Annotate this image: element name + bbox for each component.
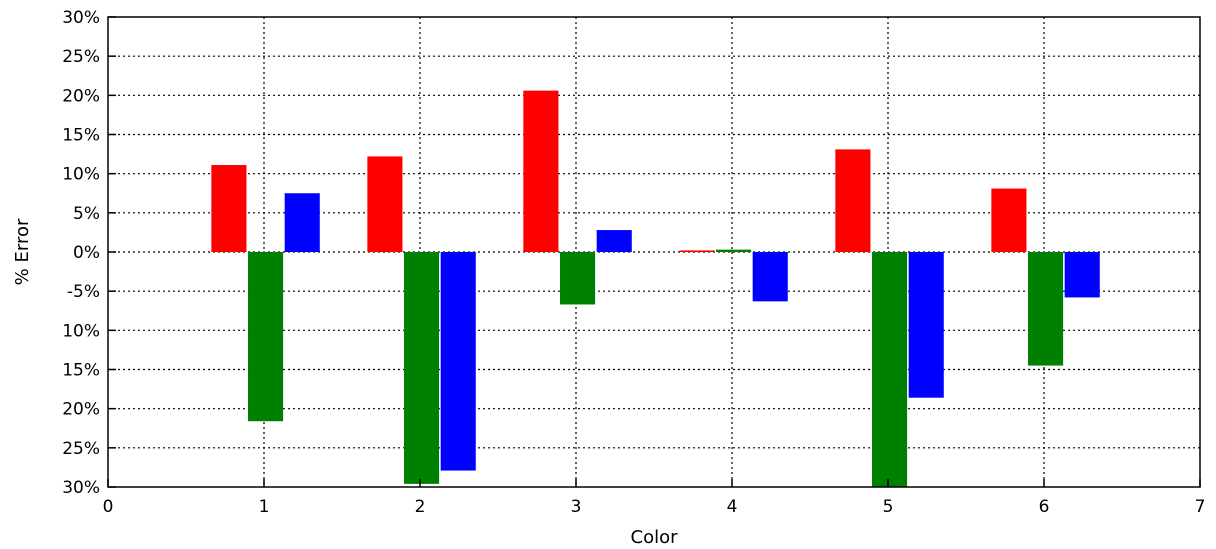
x-tick-labels: 0 1 2 3 4 5 6 7: [103, 479, 1206, 517]
y-tick-label-1: 25%: [62, 47, 100, 67]
x-tick-label-3: 3: [571, 497, 582, 517]
x-tick-label-4: 4: [727, 497, 738, 517]
y-tick-labels: 30% 25% 20% 15% 10% 5% 0% -5% 10% 15% 20% 25% 30%: [62, 8, 116, 498]
bar-series1-color4: [679, 250, 715, 252]
bars: [211, 90, 1100, 487]
y-tick-label-2: 20%: [62, 86, 100, 106]
bar-series1-color1: [211, 165, 247, 252]
bar-series2-color6: [1028, 252, 1064, 366]
bar-series3-color4: [752, 252, 788, 302]
y-tick-label-3: 15%: [62, 126, 100, 146]
y-tick-label-4: 10%: [62, 165, 100, 185]
bar-series3-color5: [908, 252, 944, 398]
y-tick-label-10: 20%: [62, 400, 100, 420]
bar-series2-color4: [716, 249, 752, 252]
bar-series1-color6: [991, 188, 1027, 252]
x-tick-label-7: 7: [1195, 497, 1206, 517]
y-tick-label-8: 10%: [62, 321, 100, 341]
bar-series3-color1: [284, 193, 320, 252]
bar-series3-color6: [1064, 252, 1100, 298]
y-tick-label-12: 30%: [62, 478, 100, 498]
bar-series2-color1: [248, 252, 284, 422]
x-tick-label-2: 2: [415, 497, 426, 517]
y-tick-label-0: 30%: [62, 8, 100, 28]
bar-series2-color3: [560, 252, 596, 305]
y-tick-label-5: 5%: [73, 204, 100, 224]
bar-series1-color2: [367, 156, 403, 252]
y-tick-label-6: 0%: [73, 243, 100, 263]
x-tick-label-0: 0: [103, 497, 114, 517]
x-tick-label-1: 1: [259, 497, 270, 517]
bar-series2-color2: [404, 252, 440, 484]
bar-series1-color5: [835, 149, 871, 252]
bar-series1-color3: [523, 90, 559, 252]
bar-series3-color2: [440, 252, 476, 471]
x-tick-label-5: 5: [883, 497, 894, 517]
y-tick-label-7: -5%: [67, 282, 100, 302]
y-tick-label-9: 15%: [62, 361, 100, 381]
bar-series3-color3: [596, 230, 632, 252]
x-tick-label-6: 6: [1039, 497, 1050, 517]
x-axis-label: Color: [631, 527, 679, 548]
bar-series2-color5: [872, 252, 908, 487]
y-tick-label-11: 25%: [62, 439, 100, 459]
y-axis-label: % Error: [12, 218, 33, 285]
